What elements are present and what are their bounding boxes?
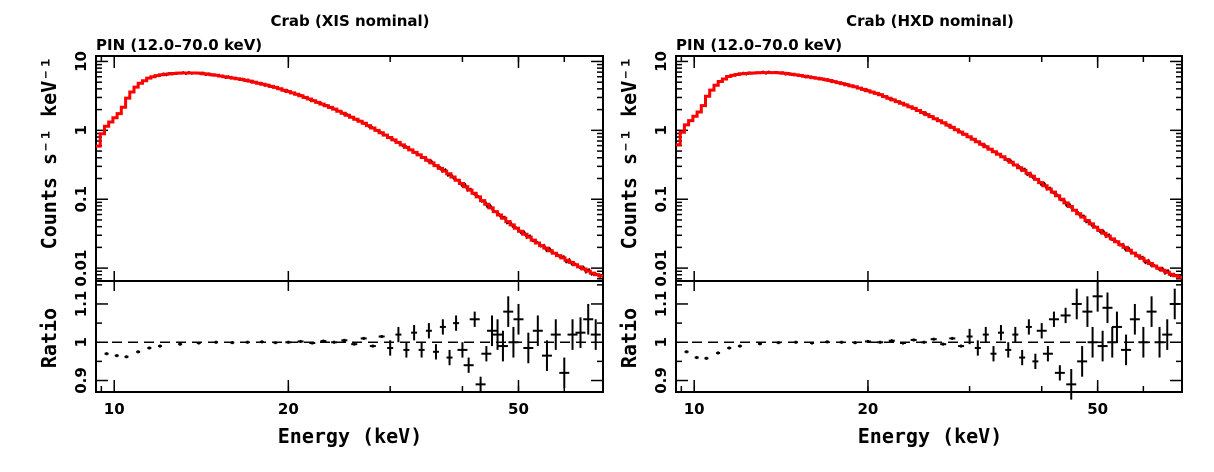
ratio-y-tick-label: 0.9: [652, 367, 670, 394]
y-tick-label: 0.1: [72, 186, 90, 213]
y-tick-label: 10: [72, 51, 90, 72]
chart-title: Crab (XIS nominal): [270, 12, 429, 30]
chart-panel-xis: Crab (XIS nominal) PIN (12.0–70.0 keV) E…: [37, 12, 604, 448]
data-spectrum: [160, 70, 604, 279]
top-plot-frame: [95, 55, 604, 282]
y-tick-label: 1: [652, 125, 670, 135]
data-spectrum: [740, 70, 1183, 280]
ratio-y-tick-label: 0.9: [72, 367, 90, 394]
y-axis-label-top: Counts s⁻¹ keV⁻¹: [617, 57, 641, 250]
x-tick-label: 20: [858, 400, 879, 418]
top-plot-frame: [675, 55, 1183, 282]
x-tick-label: 50: [1087, 400, 1108, 418]
y-tick-label: 0.1: [652, 186, 670, 213]
y-axis-label-bottom: Ratio: [617, 308, 641, 368]
x-tick-label: 20: [278, 400, 299, 418]
y-axis-label-top: Counts s⁻¹ keV⁻¹: [37, 57, 61, 250]
y-tick-label: 0.01: [72, 250, 90, 287]
model-curve: [96, 71, 603, 278]
x-axis-label: Energy (keV): [858, 424, 1003, 448]
x-tick-label: 10: [684, 400, 705, 418]
y-axis-label-bottom: Ratio: [37, 308, 61, 368]
x-axis-label: Energy (keV): [278, 424, 423, 448]
ratio-plot-frame: [95, 280, 604, 393]
y-tick-label: 0.01: [652, 250, 670, 287]
x-tick-label: 50: [508, 400, 529, 418]
ratio-y-tick-label: 1: [72, 337, 90, 347]
chart-title: Crab (HXD nominal): [846, 12, 1014, 30]
y-tick-label: 10: [652, 51, 670, 72]
x-tick-label: 10: [104, 400, 125, 418]
ratio-y-tick-label: 1: [652, 337, 670, 347]
chart-subtitle: PIN (12.0–70.0 keV): [676, 36, 842, 54]
y-tick-label: 1: [72, 125, 90, 135]
model-curve: [676, 71, 1182, 279]
ratio-y-tick-label: 1.1: [652, 291, 670, 318]
ratio-y-tick-label: 1.1: [72, 291, 90, 318]
ratio-plot-frame: [675, 280, 1183, 393]
chart-subtitle: PIN (12.0–70.0 keV): [96, 36, 262, 54]
chart-panel-hxd: Crab (HXD nominal) PIN (12.0–70.0 keV) E…: [617, 12, 1183, 448]
